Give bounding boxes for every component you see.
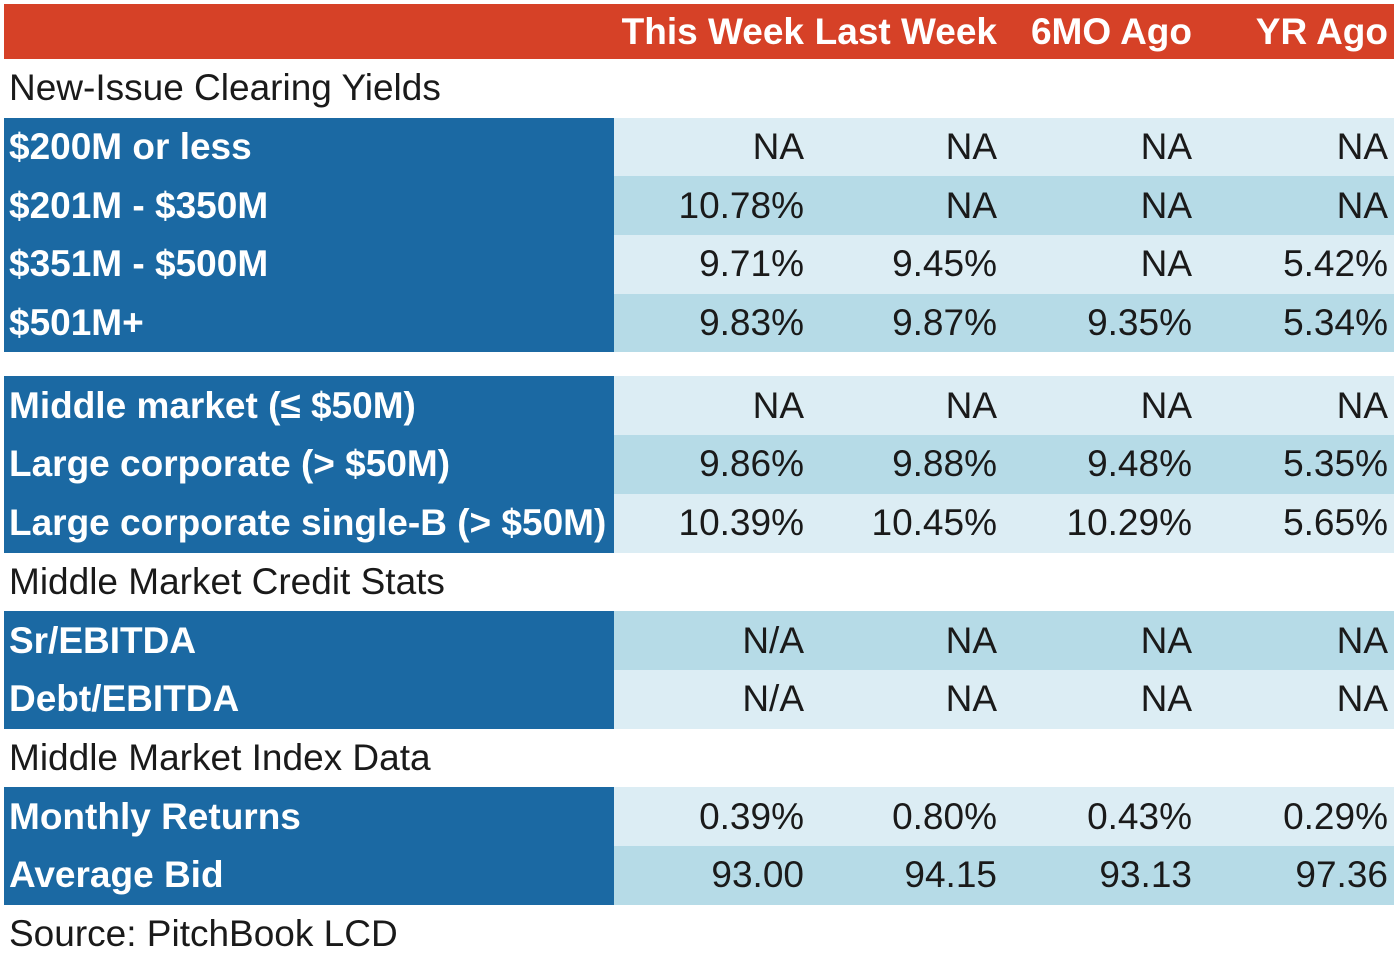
row-values: N/A NA NA NA <box>614 669 1394 729</box>
table-cell: 9.45% <box>892 243 997 285</box>
row-label: Large corporate single-B (> $50M) <box>4 493 614 553</box>
table-cell: NA <box>1336 619 1388 661</box>
row-values: 9.86% 9.88% 9.48% 5.35% <box>614 435 1394 494</box>
row-label: Monthly Returns <box>4 787 614 846</box>
header-spacer <box>4 4 614 59</box>
table-cell: NA <box>1336 678 1388 720</box>
table-cell: 9.83% <box>699 302 804 344</box>
table-cell: 93.00 <box>711 854 804 896</box>
table-cell: 0.43% <box>1087 795 1192 837</box>
section-title-row: Middle Market Index Data <box>4 728 1394 788</box>
table-cell: 94.15 <box>904 854 997 896</box>
section-title-row: Middle Market Credit Stats <box>4 552 1394 612</box>
column-header-6mo-ago: 6MO Ago <box>1030 10 1192 52</box>
table-row: Average Bid 93.00 94.15 93.13 97.36 <box>4 845 1394 905</box>
table-cell: NA <box>1140 126 1192 168</box>
table-cell: 97.36 <box>1295 854 1388 896</box>
table-cell: 9.48% <box>1087 443 1192 485</box>
row-values: 93.00 94.15 93.13 97.36 <box>614 845 1394 905</box>
table-cell: NA <box>945 384 997 426</box>
row-values: N/A NA NA NA <box>614 611 1394 670</box>
row-values: 9.83% 9.87% 9.35% 5.34% <box>614 293 1394 353</box>
table-cell: NA <box>1140 678 1192 720</box>
table-cell: NA <box>1140 384 1192 426</box>
table-row: Debt/EBITDA N/A NA NA NA <box>4 669 1394 729</box>
table-row: $201M - $350M 10.78% NA NA NA <box>4 176 1394 236</box>
table-cell: 5.35% <box>1283 443 1388 485</box>
table-cell: 0.29% <box>1283 795 1388 837</box>
table-cell: NA <box>1140 184 1192 226</box>
table-row: $200M or less NA NA NA NA <box>4 117 1394 177</box>
table-cell: NA <box>945 126 997 168</box>
section-title: Middle Market Index Data <box>4 728 1394 788</box>
yields-table: This Week Last Week 6MO Ago YR Ago New-I… <box>4 4 1394 964</box>
row-values: NA NA NA NA <box>614 117 1394 177</box>
section-gap <box>4 352 1394 377</box>
row-values: 10.39% 10.45% 10.29% 5.65% <box>614 493 1394 553</box>
row-values: 10.78% NA NA NA <box>614 176 1394 236</box>
row-label: Debt/EBITDA <box>4 669 614 729</box>
section-title: New-Issue Clearing Yields <box>4 59 1394 118</box>
table-cell: NA <box>1336 384 1388 426</box>
table-cell: 9.86% <box>699 443 804 485</box>
row-label: Average Bid <box>4 845 614 905</box>
column-header-this-week: This Week <box>621 10 804 52</box>
row-label: $201M - $350M <box>4 176 614 236</box>
row-label: Sr/EBITDA <box>4 611 614 670</box>
row-values: 9.71% 9.45% NA 5.42% <box>614 235 1394 294</box>
table-cell: 0.39% <box>699 795 804 837</box>
table-row: Middle market (≤ $50M) NA NA NA NA <box>4 376 1394 436</box>
table-cell: 10.39% <box>678 502 805 544</box>
table-row: Large corporate single-B (> $50M) 10.39%… <box>4 493 1394 553</box>
table-cell: 5.65% <box>1283 502 1388 544</box>
table-cell: 10.29% <box>1066 502 1193 544</box>
table-cell: NA <box>1140 243 1192 285</box>
table-cell: 93.13 <box>1099 854 1192 896</box>
table-row: Sr/EBITDA N/A NA NA NA <box>4 611 1394 670</box>
table-cell: NA <box>1336 126 1388 168</box>
table-cell: NA <box>752 126 804 168</box>
table-cell: NA <box>945 184 997 226</box>
table-header: This Week Last Week 6MO Ago YR Ago <box>4 4 1394 59</box>
row-values: NA NA NA NA <box>614 376 1394 436</box>
source-row: Source: PitchBook LCD <box>4 904 1394 964</box>
table-cell: NA <box>1336 184 1388 226</box>
row-label: Large corporate (> $50M) <box>4 435 614 494</box>
table-cell: 9.88% <box>892 443 997 485</box>
table-cell: 9.87% <box>892 302 997 344</box>
table-cell: 10.78% <box>678 184 805 226</box>
row-label: $501M+ <box>4 293 614 353</box>
table-cell: 9.35% <box>1087 302 1192 344</box>
row-label: Middle market (≤ $50M) <box>4 376 614 436</box>
row-label: $351M - $500M <box>4 235 614 294</box>
row-values: 0.39% 0.80% 0.43% 0.29% <box>614 787 1394 846</box>
table-cell: 10.45% <box>871 502 998 544</box>
table-row: $501M+ 9.83% 9.87% 9.35% 5.34% <box>4 293 1394 353</box>
table-cell: 0.80% <box>892 795 997 837</box>
table-cell: NA <box>945 619 997 661</box>
table-cell: 9.71% <box>699 243 804 285</box>
table-cell: 5.34% <box>1283 302 1388 344</box>
column-header-yr-ago: YR Ago <box>1255 10 1388 52</box>
table-row: Monthly Returns 0.39% 0.80% 0.43% 0.29% <box>4 787 1394 846</box>
table-cell: NA <box>945 678 997 720</box>
row-label: $200M or less <box>4 117 614 177</box>
table-cell: 5.42% <box>1283 243 1388 285</box>
table-row: $351M - $500M 9.71% 9.45% NA 5.42% <box>4 235 1394 294</box>
table-cell: N/A <box>742 678 804 720</box>
source-note: Source: PitchBook LCD <box>4 904 1394 964</box>
table-cell: NA <box>1140 619 1192 661</box>
column-header-last-week: Last Week <box>814 10 997 52</box>
table-cell: N/A <box>742 619 804 661</box>
section-title-row: New-Issue Clearing Yields <box>4 59 1394 118</box>
section-title: Middle Market Credit Stats <box>4 552 1394 612</box>
table-cell: NA <box>752 384 804 426</box>
table-row: Large corporate (> $50M) 9.86% 9.88% 9.4… <box>4 435 1394 494</box>
